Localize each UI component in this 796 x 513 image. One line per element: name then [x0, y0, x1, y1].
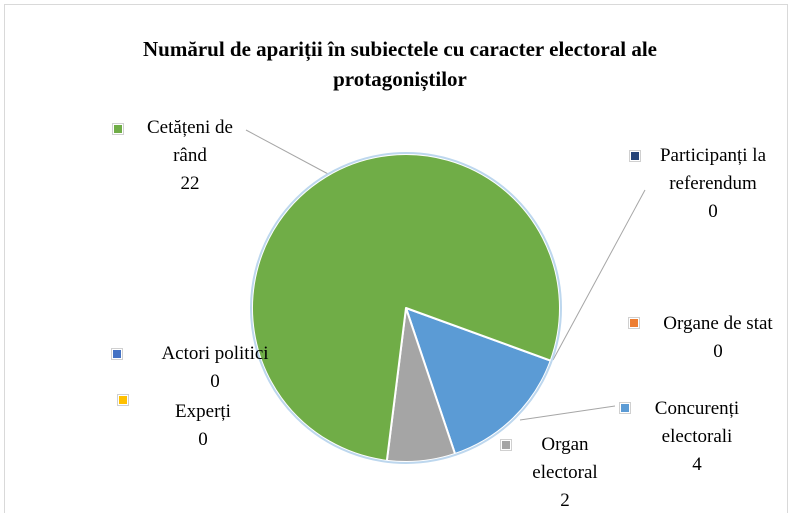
legend-key [113, 124, 123, 134]
data-label: Organ electoral 2 [525, 431, 605, 513]
label-name: Organ electoral [532, 434, 598, 483]
label-name: Cetățeni de rând [147, 117, 233, 166]
data-label: Organe de stat 0 [633, 310, 796, 366]
label-value: 0 [198, 429, 208, 450]
legend-key [629, 318, 639, 328]
label-value: 2 [560, 490, 570, 511]
chart-frame [4, 4, 788, 513]
legend-key [620, 403, 630, 413]
label-value: 0 [713, 341, 723, 362]
pie-outline [250, 152, 562, 464]
label-name: Organe de stat [663, 313, 773, 334]
label-value: 0 [708, 201, 718, 222]
leader-line [519, 405, 616, 421]
label-name: Actori politici [161, 343, 269, 364]
legend-key [112, 349, 122, 359]
legend-key [118, 395, 128, 405]
leader-line [552, 189, 646, 361]
label-value: 22 [180, 173, 200, 194]
data-label: Cetățeni de rând 22 [130, 114, 250, 198]
legend-key [501, 440, 511, 450]
data-label: Experți 0 [153, 398, 253, 454]
label-name: Participanți la referendum [659, 145, 767, 194]
data-label: Participanți la referendum 0 [638, 142, 788, 226]
chart-title: Numărul de apariții în subiectele cu car… [143, 37, 657, 91]
label-value: 4 [692, 454, 702, 475]
data-label: Actori politici 0 [130, 340, 300, 396]
label-value: 0 [210, 371, 220, 392]
leader-line [245, 129, 331, 176]
label-name: Experți [175, 401, 231, 422]
data-label: Concurenți electorali 4 [642, 395, 752, 479]
label-name: Concurenți electorali [654, 398, 740, 447]
legend-key [630, 151, 640, 161]
